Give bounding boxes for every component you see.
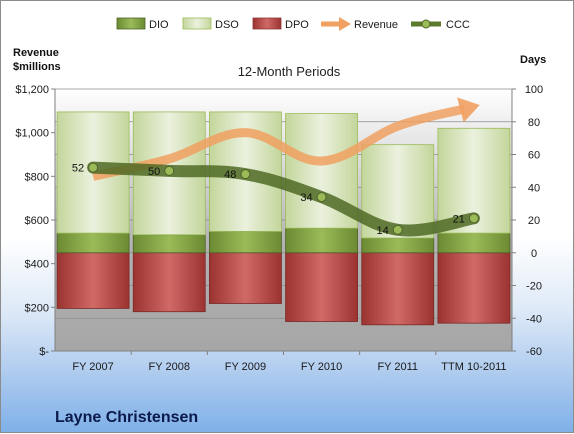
legend-label-ccc: CCC [446,19,470,31]
chart-title: 12-Month Periods [238,64,341,79]
left-axis-label-line1: Revenue [13,47,59,59]
ccc-series: 52 50 48 34 14 21 [72,161,480,237]
x-axis-ticks: FY 2007 FY 2008 FY 2009 FY 2010 FY 2011 TTM 1… [72,351,507,373]
left-tick-label: $1,200 [15,84,49,96]
right-tick-label: 100 [525,84,543,96]
legend-swatch-dio [116,17,146,30]
right-axis-ticks: -60 -40 -20 0 20 40 60 80 100 [512,84,543,358]
right-tick-label: -20 [526,281,542,293]
right-tick-label: 0 [531,248,537,260]
ccc-point [240,169,251,180]
right-tick-label: -40 [526,313,542,325]
ccc-point [316,192,327,203]
revenue-series [92,97,480,181]
legend-label-dso: DSO [215,19,239,31]
right-tick-label: 40 [528,182,540,194]
bar-dio [361,237,435,254]
ccc-line [87,161,480,237]
left-tick-label: $800 [25,171,49,183]
x-tick-label: FY 2007 [72,361,113,373]
left-tick-label: $- [39,346,49,358]
bar-dio [132,234,206,254]
bar-dpo [56,252,130,309]
legend-swatch-revenue [321,17,351,31]
bar-dio [209,231,282,254]
legend-label-revenue: Revenue [354,19,398,31]
left-axis-ticks: $- $200 $400 $600 $800 $1,000 $1,200 [15,84,55,358]
right-tick-label: 20 [528,215,540,227]
bar-dio [56,232,130,254]
legend-swatch-ccc [411,19,441,29]
ccc-data-label: 52 [72,163,84,175]
bar-dpo [437,252,511,324]
bar-dio [437,232,511,254]
bar-dpo [209,252,282,304]
ccc-point [468,213,479,224]
ccc-data-label: 50 [148,166,160,178]
ccc-data-label: 21 [453,213,465,225]
bar-dio [285,227,358,254]
right-axis-label: Days [520,54,546,66]
ccc-data-label: 48 [224,169,236,181]
company-name: Layne Christensen [55,409,198,426]
left-axis-label-line2: $millions [13,61,61,73]
x-tick-label: FY 2011 [377,361,418,373]
left-tick-label: $600 [25,215,49,227]
legend: DIO DSO DPO Revenue CCC [116,17,470,31]
bar-dpo [361,252,435,326]
ccc-point [88,162,99,173]
revenue-line [92,104,466,181]
left-tick-label: $1,000 [15,128,49,140]
legend-label-dio: DIO [149,19,169,31]
ccc-data-label: 14 [377,225,389,237]
revenue-arrowhead [457,97,480,123]
x-tick-label: FY 2010 [301,361,342,373]
right-tick-label: 80 [528,117,540,129]
right-tick-label: -60 [526,346,542,358]
ccc-data-label: 34 [300,192,312,204]
right-tick-label: 60 [528,150,540,162]
ccc-point [392,224,403,235]
ccc-point [164,165,175,176]
legend-swatch-dso [182,17,212,30]
left-tick-label: $400 [25,259,49,271]
bar-dpo [285,252,358,322]
bar-dpo [132,252,206,313]
left-tick-label: $200 [25,302,49,314]
legend-swatch-dpo [252,17,282,30]
x-tick-label: FY 2009 [225,361,266,373]
x-tick-label: FY 2008 [149,361,190,373]
legend-label-dpo: DPO [285,19,309,31]
x-tick-label: TTM 10-2011 [441,361,506,373]
